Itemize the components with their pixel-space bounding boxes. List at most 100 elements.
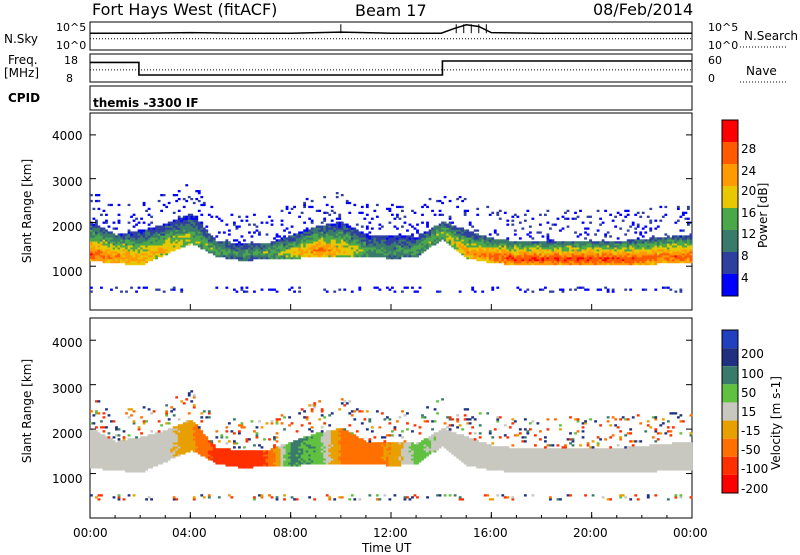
power-echo-cell: [133, 261, 136, 263]
power-echo-cell: [471, 231, 474, 233]
power-echo-cell: [421, 249, 424, 251]
power-echo-cell: [373, 237, 376, 239]
power-echo-cell: [303, 222, 306, 224]
power-echo-cell: [110, 241, 113, 243]
power-echo-cell: [526, 253, 529, 255]
power-echo-cell: [195, 222, 198, 224]
power-echo-cell: [514, 245, 517, 247]
velocity-echo-cell: [251, 462, 254, 464]
power-echo-cell: [331, 245, 334, 247]
velocity-echo-cell: [286, 460, 289, 462]
velocity-echo-cell: [170, 430, 173, 432]
power-echo-cell: [687, 259, 690, 261]
power-echo-cell: [313, 231, 316, 233]
power-echo-cell: [501, 241, 504, 243]
velocity-echo-cell: [263, 458, 266, 460]
velocity-echo-cell: [225, 464, 228, 466]
power-echo-cell: [459, 241, 462, 243]
power-echo-cell: [341, 247, 344, 249]
power-echo-cell: [409, 224, 412, 226]
power-echo-cell: [155, 289, 158, 291]
power-echo-cell: [649, 247, 652, 249]
power-echo-cell: [311, 222, 314, 224]
power-echo-cell: [684, 257, 687, 259]
power-echo-cell: [421, 237, 424, 239]
power-echo-cell: [542, 261, 545, 263]
power-echo-cell: [644, 231, 647, 233]
velocity-echo-cell: [150, 460, 153, 462]
power-echo-cell: [103, 255, 106, 257]
power-echo-cell: [323, 233, 326, 235]
velocity-echo-cell: [95, 460, 98, 462]
power-echo-cell: [123, 237, 126, 239]
velocity-echo-cell: [241, 452, 244, 454]
power-echo-cell: [308, 235, 311, 237]
velocity-echo-cell: [168, 452, 171, 454]
power-echo-cell: [198, 200, 201, 202]
velocity-echo-cell: [120, 450, 123, 452]
power-echo-cell: [511, 257, 514, 259]
power-echo-cell: [128, 259, 131, 261]
velocity-echo-cell: [90, 462, 93, 464]
power-echo-cell: [562, 227, 565, 229]
velocity-echo-cell: [230, 454, 233, 456]
power-echo-cell: [664, 261, 667, 263]
power-echo-cell: [489, 243, 492, 245]
power-echo-cell: [627, 263, 630, 265]
velocity-echo-cell: [108, 462, 111, 464]
power-echo-cell: [178, 226, 181, 228]
power-echo-cell: [604, 261, 607, 263]
power-echo-cell: [516, 255, 519, 257]
power-echo-cell: [536, 241, 539, 243]
power-echo-cell: [394, 241, 397, 243]
power-echo-cell: [306, 255, 309, 257]
power-echo-cell: [130, 216, 133, 218]
power-echo-cell: [190, 220, 193, 222]
power-echo-cell: [281, 257, 284, 259]
power-echo-cell: [361, 235, 364, 237]
power-echo-cell: [178, 220, 181, 222]
velocity-echo-cell: [128, 464, 131, 466]
power-echo-cell: [489, 233, 492, 235]
power-echo-cell: [376, 287, 379, 289]
power-echo-cell: [358, 237, 361, 239]
velocity-echo-cell: [266, 454, 269, 456]
velocity-echo-cell: [291, 454, 294, 456]
velocity-echo-cell: [183, 436, 186, 438]
power-echo-cell: [331, 251, 334, 253]
power-echo-cell: [509, 255, 512, 257]
power-echo-cell: [313, 233, 316, 235]
power-echo-cell: [253, 214, 256, 216]
power-echo-cell: [481, 251, 484, 253]
power-echo-cell: [198, 245, 201, 247]
velocity-echo-cell: [193, 450, 196, 452]
power-echo-cell: [469, 249, 472, 251]
power-echo-cell: [308, 251, 311, 253]
velocity-echo-cell: [128, 440, 131, 442]
power-echo-cell: [391, 253, 394, 255]
velocity-echo-cell: [175, 428, 178, 430]
power-echo-cell: [366, 249, 369, 251]
power-echo-cell: [128, 253, 131, 255]
power-echo-cell: [130, 247, 133, 249]
power-echo-cell: [644, 289, 647, 291]
power-echo-cell: [133, 226, 136, 228]
power-echo-cell: [261, 222, 264, 224]
power-echo-cell: [333, 235, 336, 237]
power-echo-cell: [464, 251, 467, 253]
power-echo-cell: [263, 257, 266, 259]
power-echo-cell: [689, 257, 692, 259]
power-echo-cell: [348, 251, 351, 253]
power-echo-cell: [637, 226, 640, 228]
velocity-echo-cell: [130, 468, 133, 470]
power-echo-cell: [401, 245, 404, 247]
velocity-echo-cell: [278, 452, 281, 454]
velocity-echo-cell: [283, 462, 286, 464]
velocity-echo-cell: [150, 462, 153, 464]
power-echo-cell: [388, 208, 391, 210]
power-echo-cell: [293, 255, 296, 257]
power-echo-cell: [296, 255, 299, 257]
power-echo-cell: [316, 226, 319, 228]
power-echo-cell: [383, 255, 386, 257]
velocity-echo-cell: [125, 468, 128, 470]
